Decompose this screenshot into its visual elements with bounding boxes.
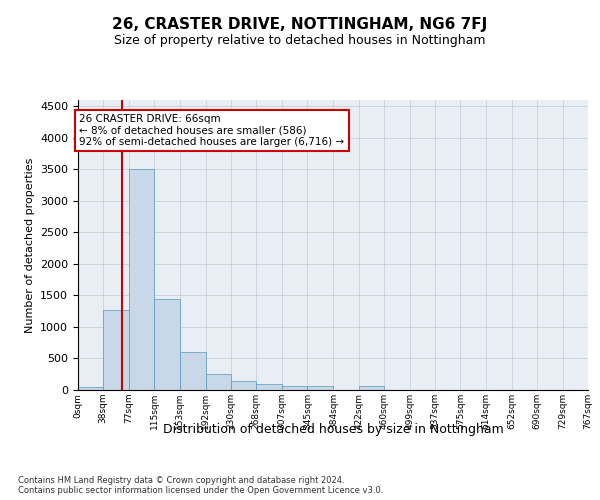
Bar: [103, 310, 129, 390]
Bar: [256, 384, 282, 390]
Text: Size of property relative to detached houses in Nottingham: Size of property relative to detached ho…: [114, 34, 486, 47]
Text: Contains HM Land Registry data © Crown copyright and database right 2024.
Contai: Contains HM Land Registry data © Crown c…: [18, 476, 383, 495]
Bar: [282, 386, 307, 390]
Bar: [307, 386, 334, 390]
Bar: [359, 386, 384, 390]
Y-axis label: Number of detached properties: Number of detached properties: [25, 158, 35, 332]
Text: Distribution of detached houses by size in Nottingham: Distribution of detached houses by size …: [163, 422, 503, 436]
Bar: [231, 381, 256, 390]
Bar: [180, 352, 206, 390]
Bar: [154, 298, 180, 390]
Bar: [206, 374, 231, 390]
Bar: [129, 170, 154, 390]
Text: 26 CRASTER DRIVE: 66sqm
← 8% of detached houses are smaller (586)
92% of semi-de: 26 CRASTER DRIVE: 66sqm ← 8% of detached…: [79, 114, 344, 147]
Text: 26, CRASTER DRIVE, NOTTINGHAM, NG6 7FJ: 26, CRASTER DRIVE, NOTTINGHAM, NG6 7FJ: [112, 18, 488, 32]
Bar: [78, 387, 103, 390]
